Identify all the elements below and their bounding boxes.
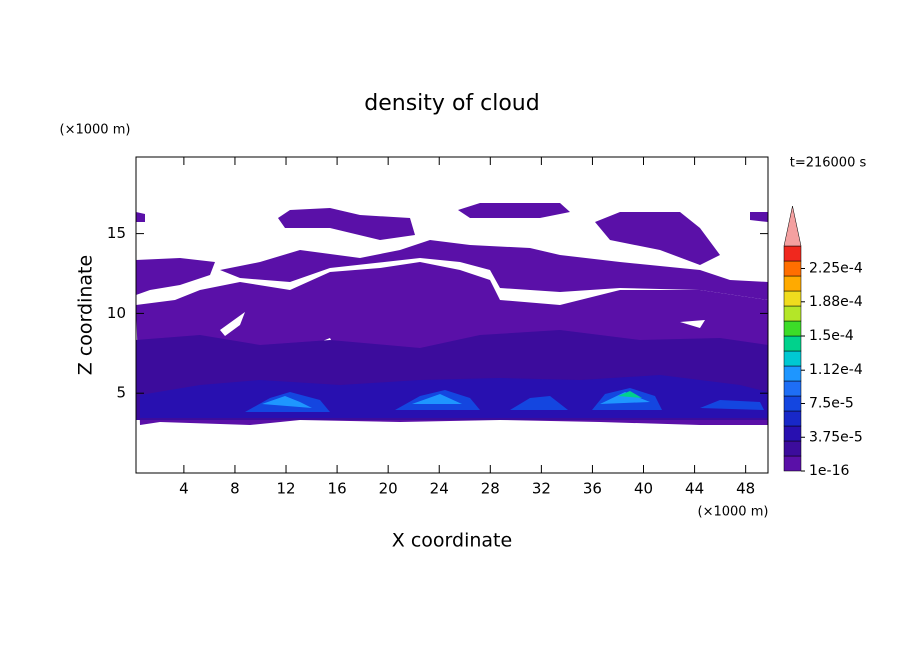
plot-frame [135,156,769,474]
colorbar-tick-label: 1e-16 [809,463,849,479]
x-tick-label: 32 [532,480,551,498]
colorbar-band [783,395,802,412]
colorbar-tick-label: 7.5e-5 [809,396,854,412]
y-unit: (×1000 m) [60,123,131,138]
x-unit: (×1000 m) [698,505,769,520]
x-tick-label: 12 [276,480,295,498]
x-tick-label: 24 [430,480,449,498]
x-tick-label: 40 [634,480,653,498]
colorbar-band [783,365,802,382]
x-tick-label: 28 [481,480,500,498]
colorbar-extension [783,205,802,247]
x-tick-label: 20 [379,480,398,498]
colorbar-band [783,410,802,427]
colorbar-band [783,275,802,292]
colorbar-band [783,335,802,352]
colorbar-band [783,305,802,322]
colorbar-band [783,350,802,367]
x-axis-label: X coordinate [392,530,512,552]
x-tick-label: 48 [736,480,755,498]
colorbar-band [783,440,802,457]
y-tick-label: 5 [116,384,126,402]
annotation: t=216000 s [790,156,867,171]
x-tick-label: 36 [583,480,602,498]
colorbar-tick-label: 3.75e-5 [809,429,863,445]
x-tick-label: 16 [328,480,347,498]
x-tick-label: 8 [230,480,240,498]
y-tick-label: 10 [107,304,126,322]
colorbar-band [783,245,802,262]
colorbar-band [783,320,802,337]
y-tick-label: 15 [107,224,126,242]
y-axis-label: Z coordinate [75,255,97,375]
colorbar-tick-label: 1.12e-4 [809,362,863,378]
colorbar-band [783,290,802,307]
colorbar-band [783,425,802,442]
colorbar-band [783,380,802,397]
contour-fill [136,203,768,425]
colorbar-band [783,260,802,277]
chart-title: density of cloud [364,91,539,116]
x-tick-label: 44 [685,480,704,498]
colorbar-tick-label: 2.25e-4 [809,261,863,277]
colorbar-tick-label: 1.5e-4 [809,328,854,344]
colorbar-tick-label: 1.88e-4 [809,294,863,310]
x-tick-label: 4 [179,480,189,498]
colorbar-band [783,455,802,472]
